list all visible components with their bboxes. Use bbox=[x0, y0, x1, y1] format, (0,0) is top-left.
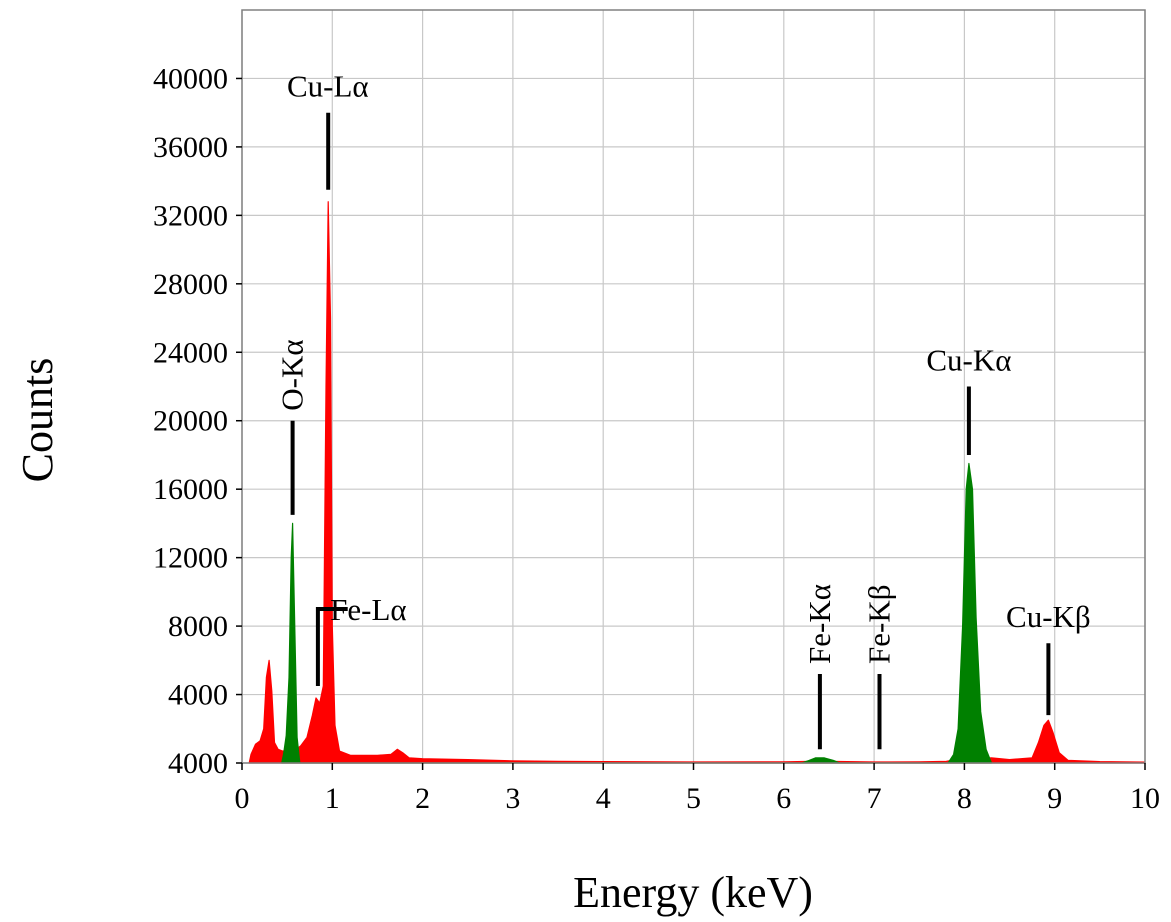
x-axis-ticks: 0 1 2 3 4 5 6 7 8 9 10 bbox=[235, 763, 1160, 815]
y-tick-label: 28000 bbox=[153, 268, 228, 301]
y-tick-label: 32000 bbox=[153, 199, 228, 232]
peak-annotations: Cu-Lα O-Kα Fe-Lα Fe-Kα Fe-Kβ Cu-Kα Cu-Kβ bbox=[275, 69, 1091, 750]
x-tick-label: 6 bbox=[776, 782, 791, 815]
x-tick-label: 9 bbox=[1047, 782, 1062, 815]
y-axis-ticks: 4000 4000 8000 12000 16000 20000 24000 28000 320… bbox=[153, 62, 242, 780]
peak-label: Cu-Kβ bbox=[1006, 599, 1091, 634]
x-axis-title: Energy (keV) bbox=[573, 868, 813, 917]
spectrum-red-area bbox=[248, 201, 1146, 764]
x-tick-label: 1 bbox=[325, 782, 340, 815]
x-tick-label: 8 bbox=[957, 782, 972, 815]
y-tick-label: 40000 bbox=[153, 62, 228, 95]
x-tick-label: 0 bbox=[235, 782, 250, 815]
x-tick-label: 3 bbox=[505, 782, 520, 815]
x-tick-label: 10 bbox=[1130, 782, 1160, 815]
peak-label: Fe-Lα bbox=[330, 592, 407, 627]
y-tick-label: 8000 bbox=[168, 610, 228, 643]
x-tick-label: 5 bbox=[686, 782, 701, 815]
peak-label: Cu-Lα bbox=[287, 69, 369, 104]
y-tick-label: 12000 bbox=[153, 542, 228, 575]
y-tick-label: 20000 bbox=[153, 405, 228, 438]
x-tick-label: 4 bbox=[596, 782, 611, 815]
x-tick-label: 7 bbox=[867, 782, 882, 815]
spectrum-green-area bbox=[281, 462, 993, 764]
y-tick-label: 16000 bbox=[153, 473, 228, 506]
y-tick-label: 24000 bbox=[153, 336, 228, 369]
x-tick-label: 2 bbox=[415, 782, 430, 815]
peak-label: Fe-Kα bbox=[802, 584, 837, 664]
y-tick-label: 4000 bbox=[168, 679, 228, 712]
y-axis-title: Counts bbox=[13, 358, 62, 483]
y-tick-label: 4000 bbox=[168, 747, 228, 780]
peak-label: Cu-Kα bbox=[926, 343, 1011, 378]
peak-leader-line bbox=[315, 607, 348, 686]
peak-label: Fe-Kβ bbox=[862, 585, 897, 664]
peak-label: O-Kα bbox=[275, 339, 310, 410]
y-tick-label: 36000 bbox=[153, 131, 228, 164]
spectrum-series bbox=[248, 201, 1146, 764]
